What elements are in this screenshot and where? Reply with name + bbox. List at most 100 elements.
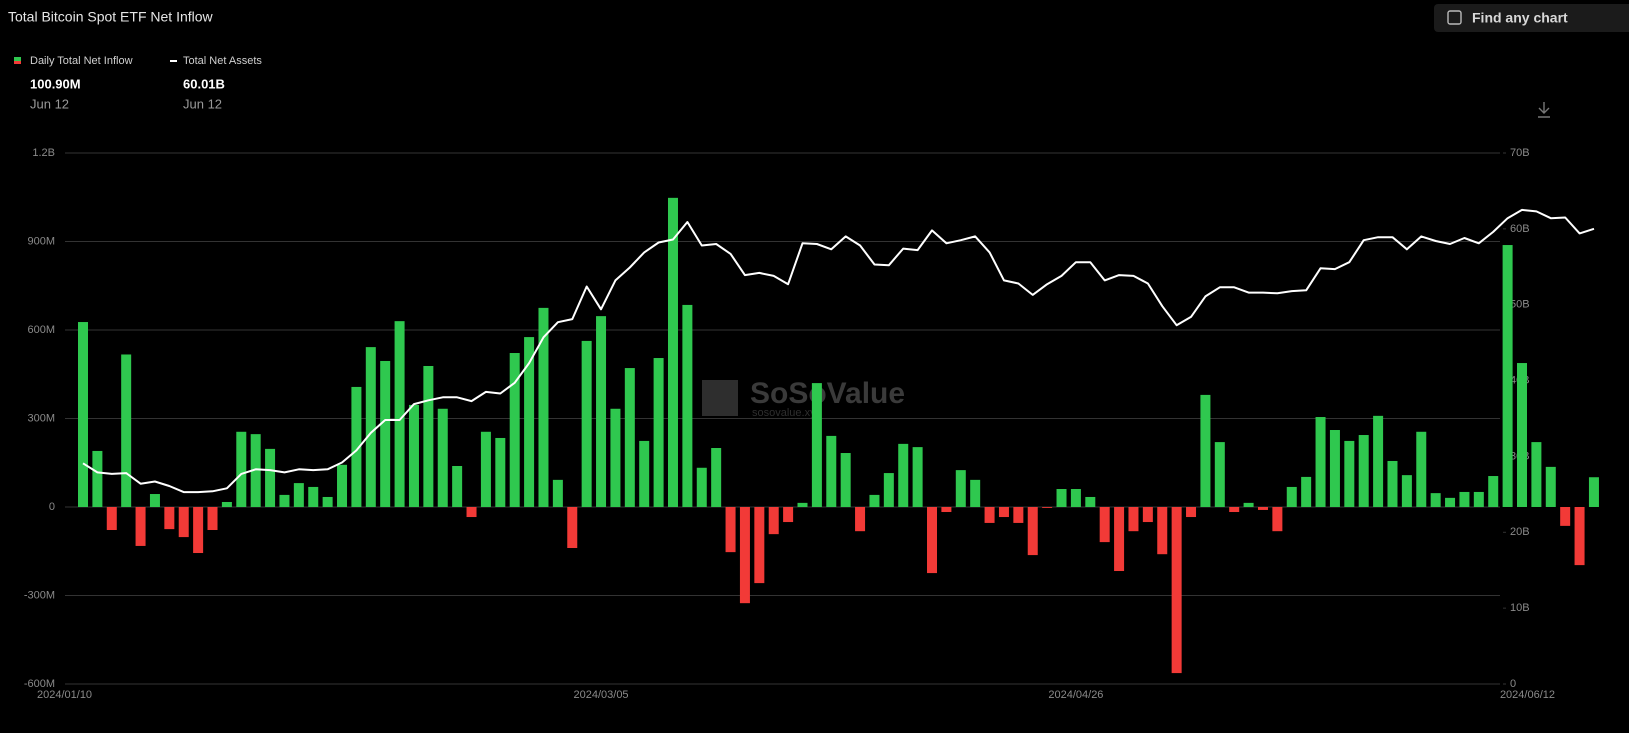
bar (567, 507, 578, 549)
bar (998, 507, 1009, 518)
x-tick-label: 2024/04/26 (1048, 689, 1103, 701)
bar (1114, 507, 1125, 572)
bar (768, 507, 779, 535)
x-tick-label: 2024/03/05 (574, 689, 629, 701)
bar (1517, 363, 1527, 507)
bar (1329, 430, 1340, 507)
button-label[interactable]: Find any chart (1472, 10, 1568, 26)
bar (898, 443, 909, 507)
bar (941, 507, 952, 513)
watermark-logo (702, 380, 738, 416)
y-tick-label: -600M (24, 678, 55, 690)
bar (1502, 245, 1513, 508)
bar (840, 453, 851, 507)
legend-label[interactable]: Daily Total Net Inflow (30, 55, 133, 67)
y-tick-label: 300M (27, 412, 55, 424)
y2-tick-label: 50B (1510, 299, 1530, 311)
bar (596, 316, 607, 507)
bar (1200, 394, 1211, 507)
bar (1315, 417, 1326, 507)
y-tick-label: 0 (49, 501, 55, 513)
readout-date: Jun 12 (30, 96, 69, 111)
bar (1229, 507, 1240, 513)
calendar-icon[interactable] (1447, 10, 1462, 25)
bar (610, 408, 621, 507)
y-tick-label: 600M (27, 324, 55, 336)
legend-swatch (14, 57, 21, 64)
bar (1373, 415, 1384, 507)
bar (711, 448, 722, 507)
y2-tick-label: 70B (1510, 147, 1530, 159)
chart-title: Total Bitcoin Spot ETF Net Inflow (8, 9, 214, 25)
bar (653, 358, 664, 507)
bar (135, 507, 146, 546)
bar (495, 437, 506, 507)
y2-tick-label: 0 (1510, 678, 1516, 690)
bar (394, 321, 405, 507)
bar (1099, 507, 1110, 543)
legend-label[interactable]: Total Net Assets (183, 55, 262, 67)
bar (783, 507, 794, 523)
bar (466, 507, 477, 518)
bar (1186, 507, 1197, 518)
y2-tick-label: 20B (1510, 526, 1530, 538)
watermark: SoSoValue (750, 377, 905, 410)
bar (984, 507, 995, 523)
download-icon[interactable] (1538, 102, 1550, 118)
bar (1545, 466, 1556, 507)
bar (337, 464, 348, 507)
bar (92, 450, 103, 507)
readout-date: Jun 12 (183, 96, 222, 111)
bar (754, 507, 765, 584)
bar (624, 368, 635, 507)
bar (1301, 476, 1312, 507)
bar (883, 473, 894, 507)
bar (826, 435, 837, 507)
bar (265, 448, 276, 507)
bar (970, 479, 981, 507)
bar (121, 354, 132, 507)
bar (351, 386, 362, 507)
bar (797, 502, 808, 507)
bar (1272, 507, 1283, 532)
bar (581, 340, 592, 507)
bar (1142, 507, 1153, 523)
bar (1387, 460, 1398, 507)
bar (250, 434, 261, 507)
bar (1027, 507, 1038, 556)
bar (1243, 502, 1254, 507)
bar (279, 494, 290, 507)
x-tick-label: 2024/06/12 (1500, 689, 1555, 701)
bar (667, 197, 678, 507)
bar (178, 507, 189, 538)
find-chart-button[interactable]: Find any chart (1434, 4, 1629, 32)
bar (1070, 489, 1081, 507)
bar (1056, 489, 1067, 507)
bar (1128, 507, 1139, 532)
bar (236, 431, 247, 507)
bar (1286, 486, 1297, 507)
bar (1358, 435, 1369, 507)
bar (811, 383, 822, 507)
bar (855, 507, 866, 532)
bar (423, 365, 434, 507)
bar (1560, 507, 1571, 526)
bar (322, 496, 333, 507)
bar (207, 507, 218, 531)
bar (927, 507, 938, 574)
bar (696, 467, 707, 507)
bar (725, 507, 736, 553)
x-tick-label: 2024/01/10 (37, 689, 92, 701)
bar (552, 479, 563, 507)
y-tick-label: 1.2B (32, 147, 55, 159)
button-bg[interactable] (1434, 4, 1629, 32)
y2-tick-label: 60B (1510, 223, 1530, 235)
bar (1042, 507, 1053, 508)
y2-tick-label: 10B (1510, 602, 1530, 614)
bar (1574, 507, 1585, 566)
bar (1416, 431, 1427, 507)
bar (682, 304, 693, 507)
bar (1588, 477, 1599, 507)
bar (1085, 496, 1096, 507)
